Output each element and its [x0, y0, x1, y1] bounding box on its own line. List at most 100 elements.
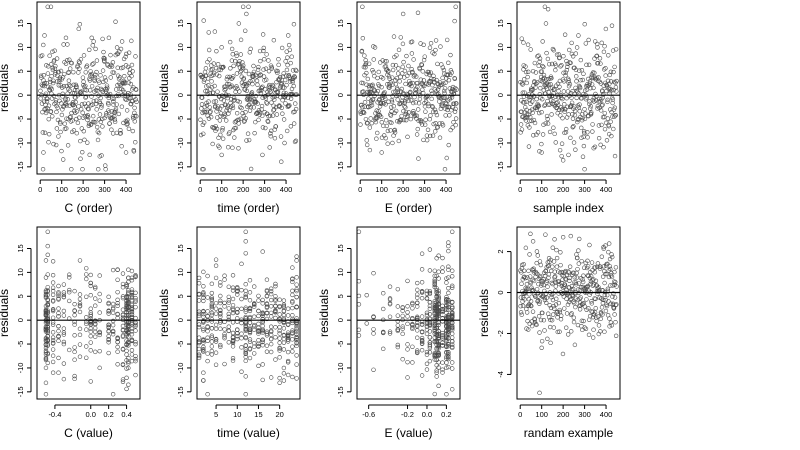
points-group: [197, 229, 299, 397]
residual-point: [45, 4, 50, 9]
residual-point: [553, 67, 558, 73]
residual-point: [61, 84, 67, 89]
residual-point: [446, 248, 451, 254]
residual-point: [97, 112, 103, 117]
residual-point: [454, 87, 459, 92]
residual-point: [213, 103, 218, 109]
residual-point: [106, 340, 111, 345]
residual-point: [61, 157, 66, 162]
residual-point: [554, 247, 559, 253]
x-tick-label: 300: [258, 185, 271, 194]
residual-point: [234, 84, 239, 89]
residual-point: [601, 145, 606, 150]
residual-point: [596, 314, 601, 319]
residual-point: [218, 132, 223, 138]
residual-point: [603, 66, 608, 71]
residual-point: [215, 104, 221, 109]
residual-point: [561, 53, 566, 59]
residual-point: [209, 306, 215, 311]
residual-point: [607, 324, 612, 329]
residual-point: [50, 292, 56, 298]
residual-point: [566, 299, 572, 305]
residual-point: [228, 66, 233, 71]
residual-point: [209, 295, 215, 300]
residual-point: [366, 61, 372, 66]
residual-point: [260, 342, 265, 348]
residual-point: [79, 126, 85, 131]
residual-point: [433, 38, 439, 43]
residual-point: [43, 342, 49, 347]
residual-point: [415, 328, 420, 333]
residual-point: [558, 262, 563, 268]
residual-point: [277, 380, 282, 385]
residual-point: [535, 271, 540, 277]
residual-point: [414, 74, 419, 79]
residual-point: [207, 57, 212, 62]
residual-point: [557, 84, 562, 89]
residual-point: [424, 331, 430, 337]
residual-point: [570, 116, 576, 121]
residual-point: [106, 311, 111, 316]
residual-point: [252, 314, 257, 319]
residual-point: [554, 52, 560, 57]
residual-point: [608, 283, 613, 288]
residual-point: [520, 303, 526, 309]
residual-point: [124, 322, 129, 328]
residual-point: [235, 289, 240, 294]
residual-point: [254, 78, 260, 84]
residual-point: [582, 167, 587, 172]
residual-point: [229, 58, 235, 63]
residual-point: [129, 62, 135, 68]
residual-point: [50, 330, 56, 335]
residual-point: [371, 367, 376, 372]
residual-point: [549, 61, 555, 67]
residual-point: [217, 145, 222, 150]
residual-point: [247, 325, 253, 331]
residual-point: [103, 167, 108, 172]
residual-point: [565, 332, 571, 337]
residual-point: [415, 335, 420, 340]
residual-point: [362, 100, 368, 105]
residual-point: [446, 315, 451, 320]
residual-point: [553, 279, 558, 285]
y-tick-label: 10: [176, 268, 185, 276]
residual-point: [290, 313, 295, 318]
residual-point: [432, 284, 437, 290]
residual-point: [45, 342, 50, 347]
residual-point: [533, 81, 539, 86]
residual-point: [260, 125, 266, 130]
residual-point: [129, 352, 135, 357]
y-tick-label: -10: [176, 138, 185, 149]
residual-point: [201, 348, 206, 354]
residual-point: [400, 326, 405, 331]
residual-point: [214, 126, 220, 132]
residual-point: [53, 70, 58, 75]
x-axis-title: time (order): [217, 201, 279, 215]
residual-point: [278, 81, 284, 87]
residual-point: [432, 303, 437, 308]
x-tick-label: 100: [215, 185, 228, 194]
residual-point: [124, 119, 130, 125]
residual-point: [85, 106, 91, 111]
x-tick-label: 300: [578, 185, 591, 194]
residual-point: [128, 81, 134, 87]
residual-point: [567, 264, 573, 269]
residual-point: [600, 312, 605, 317]
residual-point: [110, 96, 115, 101]
plot-frame: [36, 226, 141, 400]
residual-point: [427, 358, 433, 364]
residual-point: [537, 56, 543, 61]
residual-point: [450, 327, 455, 333]
residual-point: [103, 78, 108, 83]
residual-point: [609, 274, 615, 280]
residual-point: [580, 77, 585, 83]
residual-point: [388, 113, 394, 118]
residual-point: [218, 342, 223, 348]
residual-point: [541, 318, 547, 323]
residual-point: [552, 61, 558, 66]
residual-point: [73, 95, 78, 100]
residual-point: [44, 99, 50, 104]
residual-point: [50, 370, 56, 375]
residual-point: [106, 322, 111, 327]
